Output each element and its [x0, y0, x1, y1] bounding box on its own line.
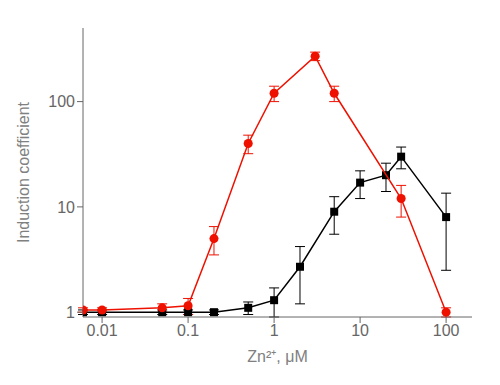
svg-text:100: 100: [433, 322, 460, 339]
svg-text:0.1: 0.1: [177, 322, 199, 339]
svg-text:10: 10: [351, 322, 369, 339]
svg-text:Zn²⁺, μM: Zn²⁺, μM: [247, 348, 307, 365]
svg-text:Induction coefficient: Induction coefficient: [15, 101, 32, 243]
svg-text:1: 1: [66, 304, 75, 321]
svg-text:10: 10: [57, 199, 75, 216]
svg-text:1: 1: [270, 322, 279, 339]
svg-text:0.01: 0.01: [87, 322, 118, 339]
svg-text:100: 100: [48, 93, 75, 110]
